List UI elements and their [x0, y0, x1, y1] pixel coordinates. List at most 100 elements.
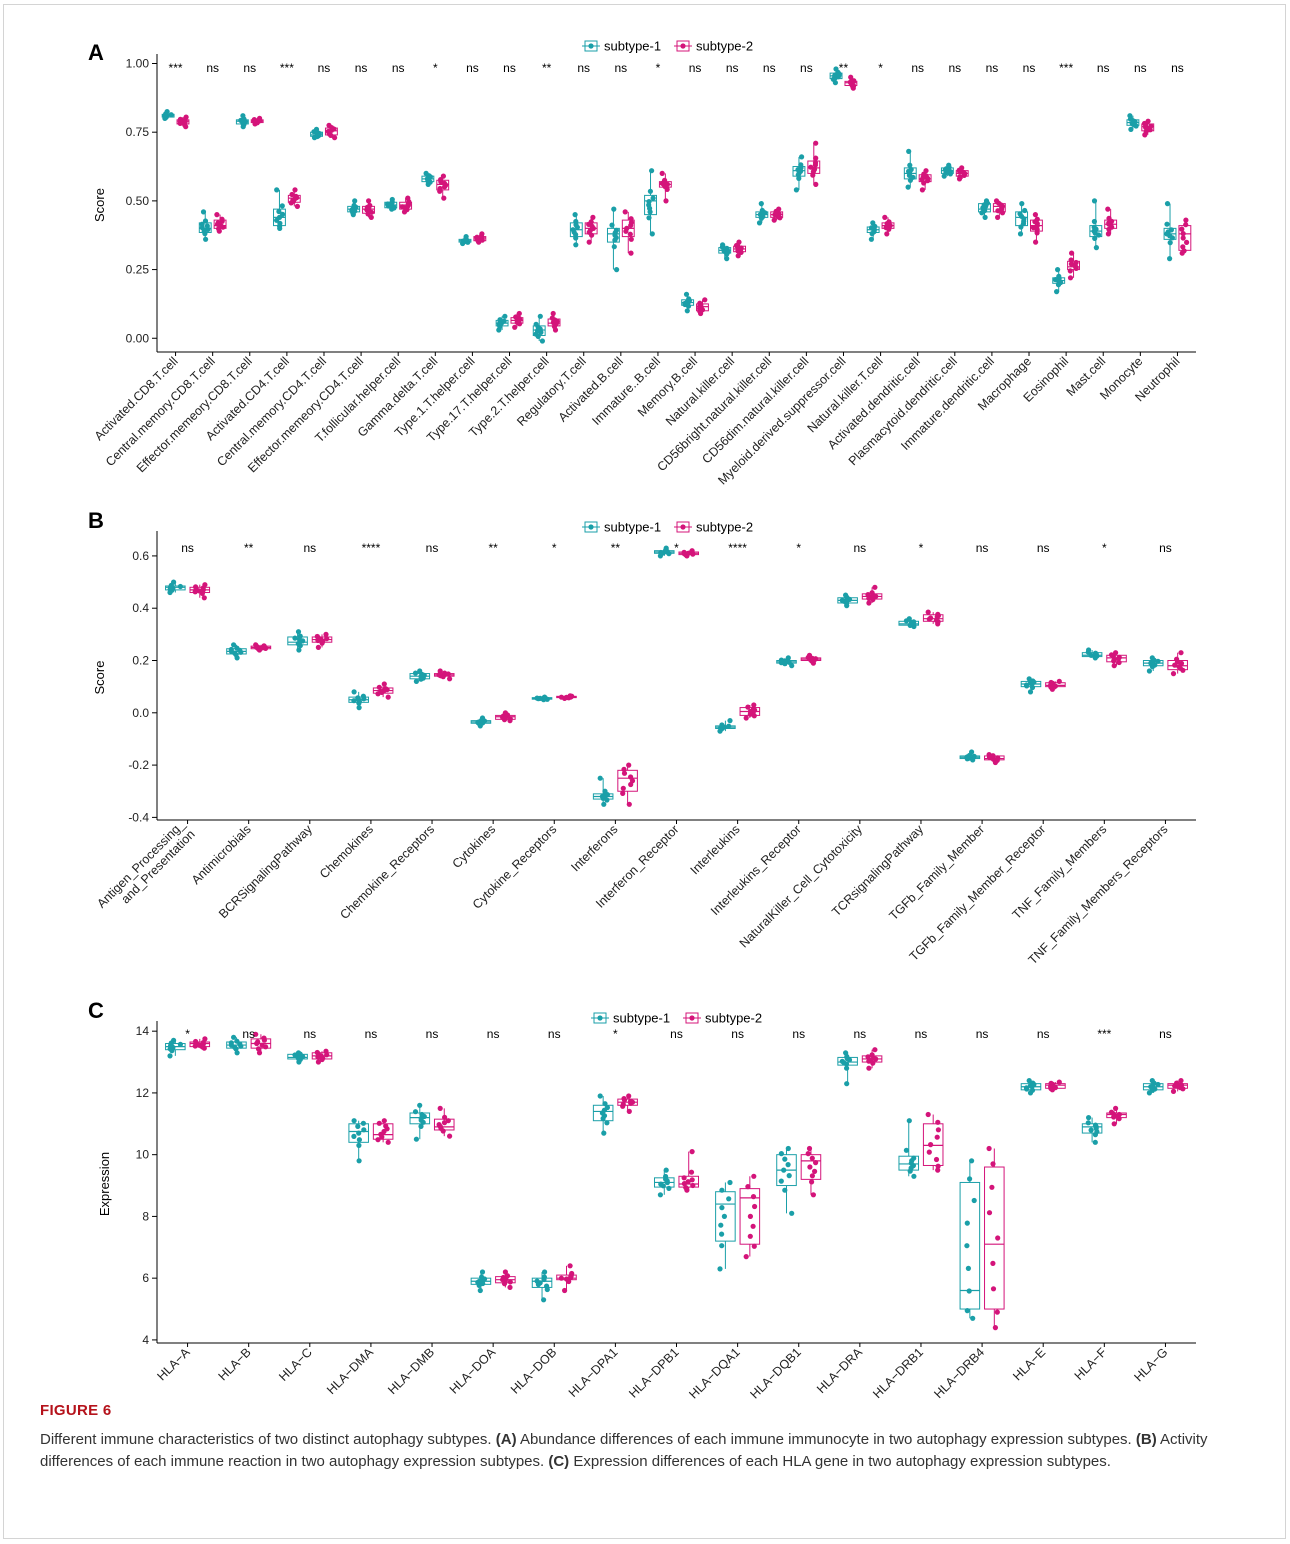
x-category-label-line: HLA−DOA: [447, 1345, 499, 1397]
data-point: [383, 1123, 389, 1129]
data-point: [994, 1309, 1000, 1315]
data-point: [315, 1059, 321, 1065]
x-category-label-line: HLA−DRA: [814, 1345, 865, 1396]
data-point: [751, 702, 757, 708]
data-point: [1091, 198, 1098, 204]
data-point: [228, 646, 234, 653]
data-point: [261, 643, 267, 649]
data-point: [646, 199, 652, 205]
x-category-label-line: TNF_Family_Members_Receptors: [1026, 822, 1171, 967]
data-point: [812, 160, 819, 166]
data-point: [621, 770, 628, 776]
data-point: [1170, 671, 1177, 677]
x-category-label: Interferons: [568, 822, 620, 874]
data-point: [1027, 689, 1034, 695]
data-point: [966, 1288, 972, 1294]
significance-label: ns: [976, 1027, 989, 1041]
data-point: [360, 693, 366, 699]
box-subtype-1-8: [592, 775, 614, 807]
data-point: [882, 214, 888, 220]
significance-label: ***: [1097, 1027, 1111, 1041]
data-point: [573, 218, 579, 225]
caption-text-segment: Abundance differences of each immune imm…: [516, 1431, 1136, 1448]
data-point: [533, 321, 539, 327]
data-point: [204, 223, 210, 229]
data-point: [351, 1118, 357, 1124]
data-point: [964, 1243, 970, 1249]
x-category-label: HLA−DRB1: [870, 1345, 926, 1400]
data-point: [1148, 123, 1154, 129]
data-point: [391, 204, 397, 210]
x-category-label-line: TGFb_Family_Member_Receptor: [907, 822, 1049, 964]
x-category-label: HLA−DRA: [814, 1345, 865, 1396]
data-point: [925, 609, 931, 615]
box-subtype-2-1: [189, 1036, 211, 1051]
data-point: [628, 250, 634, 256]
data-point: [1048, 1080, 1054, 1086]
significance-label: **: [488, 541, 498, 555]
box-subtype-1-3: [287, 629, 308, 653]
data-point: [781, 1167, 787, 1173]
data-point: [1068, 261, 1074, 267]
data-point: [251, 117, 257, 123]
data-point: [586, 239, 592, 245]
data-point: [516, 310, 522, 317]
box-subtype-1-27: [1126, 113, 1140, 132]
significance-label: ***: [169, 61, 183, 75]
box-subtype-2-10: [739, 702, 761, 721]
data-point: [168, 112, 174, 118]
data-point: [911, 1173, 917, 1179]
box-subtype-1-3: [235, 113, 249, 130]
data-point: [513, 314, 519, 320]
x-category-label-line: HLA−G: [1131, 1345, 1170, 1384]
x-category-label: HLA−DMB: [385, 1345, 437, 1397]
box-subtype-1-20: [866, 220, 880, 242]
legend-dot: [680, 43, 686, 49]
box-subtype-1-11: [532, 313, 546, 344]
box-subtype-2-19: [844, 74, 858, 91]
data-point: [906, 1118, 912, 1124]
data-point: [234, 645, 240, 651]
y-axis-title: Score: [92, 188, 107, 222]
data-point: [689, 548, 695, 554]
box-subtype-1-8: [592, 1093, 614, 1136]
data-point: [542, 694, 548, 700]
data-point: [969, 749, 975, 755]
data-point: [724, 256, 730, 262]
significance-label: ns: [689, 61, 702, 75]
data-point: [718, 1222, 724, 1228]
significance-label: ns: [426, 541, 439, 555]
data-point: [659, 170, 665, 176]
data-point: [279, 203, 285, 209]
significance-label: ns: [466, 61, 479, 75]
data-point: [1069, 250, 1075, 256]
data-point: [1026, 676, 1032, 682]
data-point: [437, 1105, 443, 1111]
box-subtype-2-6: [362, 198, 375, 220]
data-point: [313, 126, 320, 132]
box-subtype-1-21: [903, 148, 917, 190]
data-point: [1073, 259, 1079, 266]
data-point: [663, 1167, 669, 1173]
x-category-label-line: Antigen_Processing_: [94, 817, 188, 911]
data-point: [200, 209, 207, 215]
box-subtype-1-13: [606, 206, 620, 273]
data-point: [1055, 267, 1061, 273]
data-point: [843, 592, 849, 598]
data-point: [323, 1048, 329, 1054]
x-category-label-line: Interferons: [568, 822, 620, 874]
data-point: [813, 140, 819, 146]
x-category-label: HLA−C: [276, 1345, 315, 1384]
data-point: [747, 1213, 754, 1219]
data-point: [502, 1269, 508, 1275]
significance-label: ns: [1037, 1027, 1050, 1041]
significance-label: *: [919, 541, 924, 555]
x-category-label-line: Activated.B.cell: [556, 354, 626, 424]
data-point: [928, 615, 934, 621]
data-point: [477, 1287, 483, 1294]
box-subtype-2-9: [678, 1149, 700, 1193]
data-point: [417, 668, 423, 674]
data-point: [986, 1145, 992, 1152]
significance-label: ns: [731, 1027, 744, 1041]
